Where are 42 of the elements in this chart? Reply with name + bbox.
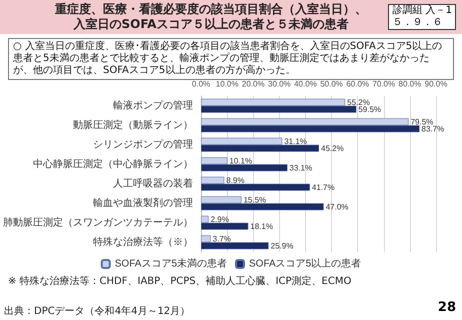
x-tick-label: 60.0% xyxy=(346,80,370,88)
data-label: 33.1% xyxy=(289,163,312,172)
legend-label: SOFAスコア5以上の患者 xyxy=(249,258,362,270)
y-tick-label: 肺動脈圧測定（スワンガンツカテーテル） xyxy=(3,216,193,228)
data-label: 8.9% xyxy=(226,176,244,185)
data-label: 41.7% xyxy=(312,182,335,192)
chart-subtitle: ○ 入室当日の重症度、医療･看護必要の各項目の該当患者割合を、入室日のSOFAスコア5以上の患者と5未満の患者とで比較すると、輸液ポンプの管理、動脈圧測定ではあまり差がなかったが、他の項目では、SOFAスコア5以上の患者の方が高かった。 xyxy=(8,38,454,80)
x-tick-label: 20.0% xyxy=(242,80,265,88)
x-tick-label: 90.0% xyxy=(424,80,448,88)
data-label: 3.7% xyxy=(212,234,231,244)
data-label: 18.1% xyxy=(250,222,273,231)
x-tick-label: 0.0% xyxy=(192,80,210,88)
chart-title: 重症度、医療・看護必要度の該当項目割合（入室当日）、入室日のSOFAスコア５以上の患者と５未満の患者 xyxy=(54,2,368,32)
y-tick-label: 輸血や血液製剤の管理 xyxy=(93,196,193,209)
y-tick-label: 人工呼吸器の装着 xyxy=(113,177,193,190)
y-tick-label: 中心静脈圧測定（中心静脈ライン） xyxy=(33,158,193,170)
x-tick-label: 10.0% xyxy=(216,80,238,88)
y-tick-label: 特殊な治療法等（※） xyxy=(93,236,193,248)
text: 28 xyxy=(438,300,456,315)
source-note: 出典：DPCデータ（令和4年4月～12月） xyxy=(4,304,190,318)
data-label: 55.2% xyxy=(347,98,370,107)
data-label: 31.1% xyxy=(284,136,307,146)
data-label: 10.1% xyxy=(229,156,252,166)
data-label: 47.0% xyxy=(326,202,348,212)
data-label: 25.9% xyxy=(270,241,294,250)
x-tick-label: 30.0% xyxy=(268,80,291,88)
x-tick-label: 80.0% xyxy=(398,80,422,88)
legend-label: SOFAスコア5未満の患者 xyxy=(114,258,228,270)
data-label: 2.9% xyxy=(210,214,229,224)
x-tick-label: 50.0% xyxy=(320,80,343,88)
y-tick-label: 輸液ポンプの管理 xyxy=(113,99,193,112)
x-tick-label: 40.0% xyxy=(294,80,317,88)
y-tick-label: 動脈圧測定（動脈ライン） xyxy=(73,118,193,131)
data-label: 79.5% xyxy=(410,117,434,126)
data-label: 15.5% xyxy=(243,195,266,204)
data-label: 83.7% xyxy=(422,124,444,134)
y-tick-label: シリンジポンプの管理 xyxy=(93,138,193,150)
text: 診調組 入－1 ５．９．６ xyxy=(388,4,456,30)
data-label: 45.2% xyxy=(321,144,344,153)
x-tick-label: 70.0% xyxy=(372,80,396,88)
data-label: 59.5% xyxy=(358,104,382,114)
text: ※ 特殊な治療法等：CHDF、IABP、PCPS、補助人工心臓、ICP測定、ECMO xyxy=(8,274,352,288)
